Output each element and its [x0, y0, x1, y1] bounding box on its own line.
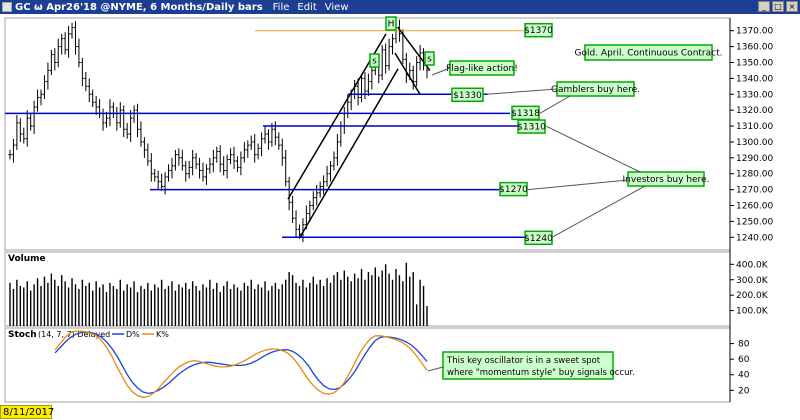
- price-tick-label: 1250.00: [736, 217, 773, 227]
- level-label-1310: $1310: [517, 123, 546, 133]
- menu-edit[interactable]: Edit: [297, 1, 317, 13]
- stoch-legend-k: K%: [156, 330, 169, 339]
- volume-panel: [4, 251, 731, 327]
- oscillator-note-box: [442, 351, 614, 380]
- gamblers-arrow-1: [485, 88, 558, 95]
- minimize-icon[interactable]: _: [758, 1, 770, 12]
- investors-note: Investors buy here.: [623, 175, 710, 185]
- investors-arrow-3: [551, 185, 646, 238]
- level-label-1370-box: [524, 22, 553, 38]
- chart-canvas: 1240.00 1250.00 1260.00 1270.00 1280.00 1290.…: [4, 16, 773, 403]
- price-tick-label: 1260.00: [736, 202, 773, 212]
- close-icon[interactable]: ×: [786, 1, 798, 12]
- menu-view[interactable]: View: [324, 1, 349, 13]
- stoch-tick-label: 60: [738, 355, 750, 365]
- menu-file[interactable]: File: [272, 1, 290, 13]
- head-marker-box: [385, 16, 397, 31]
- flag-note-arrow: [431, 67, 451, 76]
- investors-arrow-1: [545, 125, 641, 173]
- current-date-readout: 8/11/2017: [0, 405, 54, 419]
- price-tick-label: 1330.00: [736, 90, 773, 100]
- stoch-line-D%: [54, 331, 428, 395]
- gamblers-note: Gamblers buy here.: [551, 85, 640, 95]
- volume-tick-label: 200.0K: [736, 291, 769, 301]
- level-label-1318: $1318: [511, 109, 540, 119]
- investors-arrow-2: [527, 179, 629, 191]
- oscillator-note-line2: where "momentum style" buy signals occur…: [447, 368, 635, 378]
- channel-lower: [299, 68, 399, 238]
- shoulder-left-marker-box: [369, 53, 380, 68]
- volume-title: Volume: [8, 254, 46, 264]
- level-label-1270: $1270: [499, 185, 528, 195]
- oscillator-note-line1: This key oscillator is in a sweet spot: [446, 356, 601, 366]
- volume-tick-label: 100.0K: [736, 307, 769, 317]
- price-tick-label: 1370.00: [736, 27, 773, 37]
- level-label-1240: $1240: [524, 234, 553, 244]
- maximize-icon[interactable]: □: [772, 1, 784, 12]
- volume-tick-label: 400.0K: [736, 260, 769, 270]
- investors-note-box: [627, 171, 705, 187]
- chart-title-box: [584, 44, 713, 61]
- stoch-tick-label: 80: [738, 340, 750, 350]
- level-label-1330-box: [451, 87, 484, 103]
- shoulder-right-marker-box: [424, 51, 435, 66]
- head-marker: H: [388, 20, 395, 30]
- stoch-tick-label: 40: [738, 371, 750, 381]
- chart-title: Gold. April. Continuous Contract.: [575, 49, 723, 59]
- price-tick-label: 1290.00: [736, 154, 773, 164]
- price-tick-label: 1270.00: [736, 186, 773, 196]
- price-tick-label: 1340.00: [736, 74, 773, 84]
- price-tick-label: 1350.00: [736, 58, 773, 68]
- level-label-1310-box: [517, 119, 546, 134]
- shoulder-right-marker: s: [427, 55, 432, 65]
- title-bar: GC ω Apr26'18 @NYME, 6 Months/Daily bars…: [0, 0, 800, 14]
- level-label-1370: $1370: [524, 26, 553, 36]
- stoch-title: Stoch: [8, 330, 37, 340]
- shoulder-left-marker: s: [372, 57, 377, 67]
- price-tick-label: 1300.00: [736, 138, 773, 148]
- price-tick-label: 1360.00: [736, 43, 773, 53]
- price-tick-label: 1240.00: [736, 233, 773, 243]
- price-tick-label: 1320.00: [736, 106, 773, 116]
- price-tick-label: 1310.00: [736, 122, 773, 132]
- flag-lower: [394, 52, 421, 95]
- gamblers-arrow-2: [539, 95, 571, 114]
- stoch-panel: [4, 327, 731, 403]
- price-tick-label: 1280.00: [736, 170, 773, 180]
- level-label-1240-box: [524, 230, 553, 246]
- app-icon: [2, 2, 12, 12]
- level-label-1270-box: [499, 181, 528, 197]
- level-label-1330: $1330: [453, 91, 482, 101]
- volume-tick-label: 300.0K: [736, 276, 769, 286]
- stoch-legend-d: D%: [126, 330, 140, 339]
- flag-note: Flag-like action!: [446, 64, 518, 74]
- stoch-line-K%: [54, 330, 428, 398]
- window-title: GC ω Apr26'18 @NYME, 6 Months/Daily bars: [15, 1, 263, 13]
- stoch-tick-label: 20: [738, 386, 750, 396]
- oscillator-note-arrow: [427, 366, 444, 372]
